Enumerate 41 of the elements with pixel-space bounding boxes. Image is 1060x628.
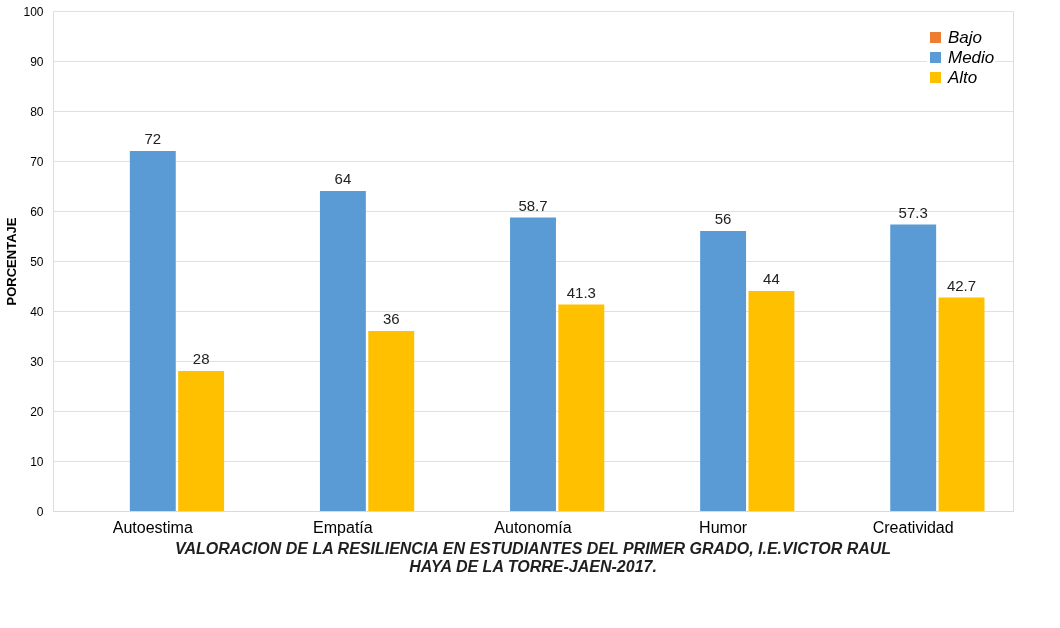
legend-label: Medio bbox=[948, 47, 995, 67]
bar bbox=[890, 224, 937, 511]
y-tick-label: 90 bbox=[30, 54, 44, 69]
data-label: 58.7 bbox=[518, 196, 548, 214]
data-label: 36 bbox=[382, 310, 400, 327]
bar bbox=[748, 291, 795, 511]
y-tick-label: 100 bbox=[23, 4, 44, 19]
bar bbox=[178, 371, 225, 511]
x-tick-label: Autoestima bbox=[112, 518, 193, 536]
y-tick-label: 0 bbox=[36, 504, 44, 519]
bar bbox=[368, 331, 415, 511]
y-tick-label: 70 bbox=[30, 154, 44, 169]
data-label: 42.7 bbox=[946, 276, 977, 294]
bar bbox=[938, 297, 985, 511]
data-label: 56 bbox=[714, 210, 732, 227]
x-tick-label: Humor bbox=[699, 518, 748, 536]
bar bbox=[319, 191, 366, 511]
legend-label: Alto bbox=[947, 67, 978, 87]
bar bbox=[558, 304, 605, 511]
y-tick-label: 10 bbox=[30, 454, 44, 469]
data-label: 41.3 bbox=[566, 283, 596, 301]
x-tick-label: Autonomía bbox=[494, 518, 572, 536]
y-tick-label: 50 bbox=[30, 254, 44, 269]
bar bbox=[510, 217, 556, 511]
y-tick-label: 80 bbox=[30, 104, 44, 119]
y-tick-label: 40 bbox=[30, 304, 44, 319]
data-label: 44 bbox=[763, 270, 780, 287]
y-tick-label: 30 bbox=[30, 354, 44, 369]
data-label: 72 bbox=[144, 130, 162, 147]
y-axis-title: PORCENTAJE bbox=[4, 217, 20, 306]
y-tick-label: 60 bbox=[30, 204, 44, 219]
data-label: 57.3 bbox=[898, 203, 928, 221]
data-label: 64 bbox=[334, 170, 352, 187]
x-tick-label: Creatividad bbox=[872, 518, 954, 536]
bar bbox=[129, 151, 176, 511]
data-label: 28 bbox=[192, 350, 210, 367]
bar bbox=[700, 231, 747, 511]
legend-label: Bajo bbox=[948, 27, 983, 47]
y-tick-label: 20 bbox=[30, 404, 44, 419]
text: VALORACION DE LA RESILIENCIA EN ESTUDIANTES DEL PRIMER GRADO, I.E.VICTOR RAUL HAYA DE LA TORRE-JAEN-2017. bbox=[174, 540, 892, 575]
x-tick-label: Empatía bbox=[313, 518, 373, 536]
